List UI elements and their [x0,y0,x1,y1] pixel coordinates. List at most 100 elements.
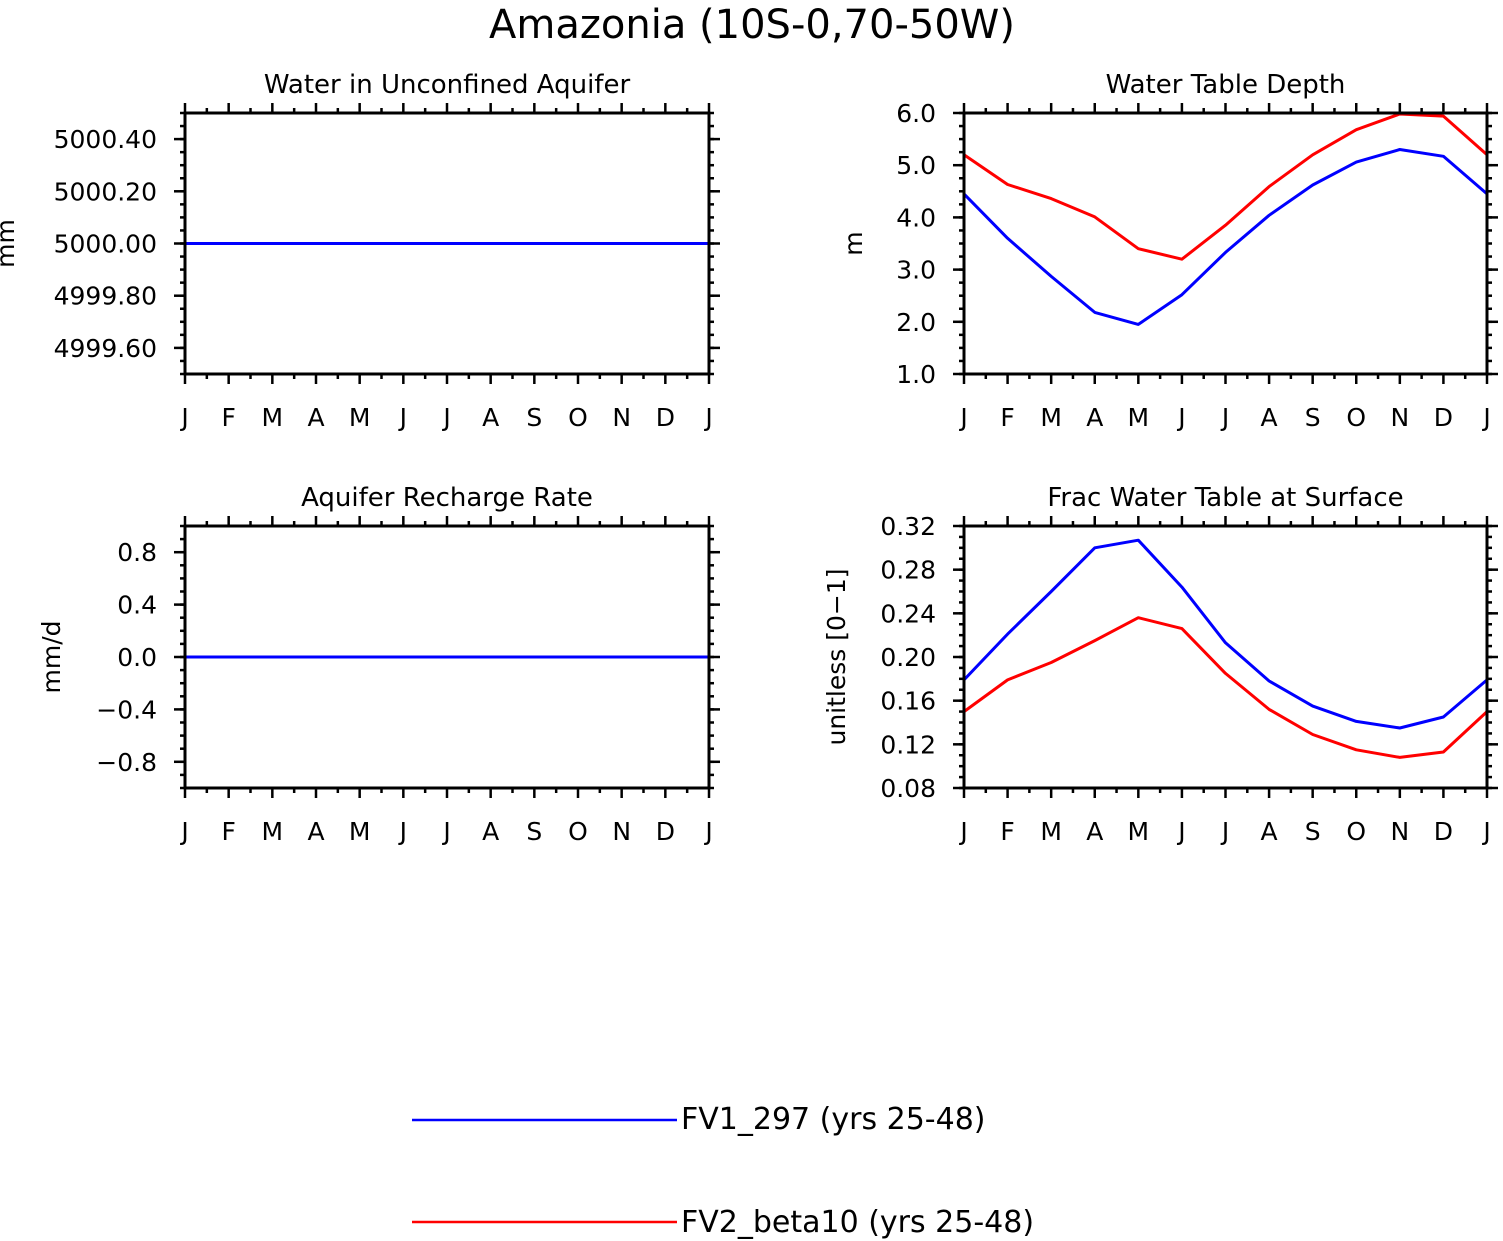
panel-title: Frac Water Table at Surface [1047,483,1403,513]
x-tick-label: J [441,403,450,432]
x-tick-label: D [1434,817,1453,846]
y-tick-label: 5000.00 [54,230,157,259]
x-tick-label: J [1481,817,1490,846]
x-tick-label: O [1346,403,1366,432]
series-line-fv2-beta10 [963,616,1489,759]
x-tick-label: M [1040,817,1062,846]
y-tick-label: 2.0 [896,308,936,337]
panel-title: Water in Unconfined Aquifer [264,70,631,100]
legend-label-fv1-297: FV1_297 (yrs 25-48) [681,1102,986,1137]
y-tick-label: −0.4 [96,695,157,724]
series-line-fv2-beta10 [963,112,1488,261]
main-title: Amazonia (10S-0,70-50W) [489,2,1015,48]
x-tick-label: F [221,403,235,432]
y-axis-label: mm/d [37,621,66,694]
x-tick-label: S [526,817,542,846]
legend: FV1_297 (yrs 25-48) FV2_beta10 (yrs 25-4… [412,1102,1034,1240]
y-tick-label: 0.12 [880,730,936,759]
x-tick-label: J [703,403,712,432]
y-axis-label: mm [0,219,20,268]
x-tick-label: D [656,403,675,432]
x-tick-label: F [1000,403,1014,432]
y-tick-label: 5000.40 [54,125,157,154]
x-tick-label: J [1481,403,1490,432]
y-tick-label: 6.0 [896,99,936,128]
x-tick-label: M [1040,403,1062,432]
x-tick-label: M [1128,817,1150,846]
x-tick-label: J [179,817,188,846]
panel-title: Aquifer Recharge Rate [301,483,593,513]
x-tick-label: A [1261,403,1278,432]
x-tick-label: A [482,817,499,846]
y-axis-label: unitless [0−1] [822,568,851,745]
x-tick-label: N [612,817,631,846]
y-tick-label: 4999.60 [54,334,157,363]
x-tick-label: J [958,403,967,432]
x-tick-label: D [656,817,675,846]
x-tick-label: J [179,403,188,432]
x-tick-label: J [1220,403,1229,432]
y-tick-label: 0.28 [880,556,936,585]
x-tick-label: A [482,403,499,432]
y-tick-label: 0.32 [880,512,936,541]
series-line-fv1-297 [962,538,1488,730]
x-tick-label: J [958,817,967,846]
x-tick-label: S [526,403,542,432]
x-tick-label: J [1220,817,1229,846]
y-tick-label: 5000.20 [54,177,157,206]
x-tick-label: F [221,817,235,846]
y-tick-label: 0.16 [880,687,936,716]
x-tick-label: N [1390,403,1409,432]
x-tick-label: A [1261,817,1278,846]
x-tick-label: J [1176,817,1185,846]
plot-frame [183,111,711,376]
series-line-fv1-297 [962,148,1488,326]
y-tick-label: 0.24 [880,599,936,628]
y-tick-label: 0.4 [117,591,157,620]
x-tick-label: J [1176,403,1185,432]
x-tick-label: J [703,817,712,846]
y-tick-label: 0.8 [117,538,157,567]
panel-frac-water-table-at-surface: Frac Water Table at Surface unitless [0−1… [822,483,1498,846]
x-tick-label: M [1128,403,1150,432]
x-tick-label: O [1346,817,1366,846]
x-tick-label: A [307,403,324,432]
plot-frame [962,111,1489,376]
x-tick-label: O [568,817,588,846]
panel-title: Water Table Depth [1106,70,1346,100]
x-tick-label: M [262,817,284,846]
legend-label-fv2-beta10: FV2_beta10 (yrs 25-48) [681,1205,1034,1240]
x-tick-label: M [262,403,284,432]
x-tick-label: M [349,817,371,846]
x-tick-label: J [398,403,407,432]
x-tick-label: A [1086,817,1103,846]
x-tick-label: S [1305,403,1321,432]
y-tick-label: 4999.80 [54,282,157,311]
y-axis-label: m [839,231,868,255]
x-tick-label: S [1305,817,1321,846]
y-tick-label: 0.08 [880,774,936,803]
y-tick-label: 0.20 [880,643,936,672]
x-tick-label: M [349,403,371,432]
y-tick-label: −0.8 [96,748,157,777]
x-tick-label: D [1434,403,1453,432]
x-tick-label: N [1390,817,1409,846]
plot-frame [183,524,711,790]
x-tick-label: J [441,817,450,846]
x-tick-label: A [307,817,324,846]
x-tick-label: O [568,403,588,432]
y-tick-label: 0.0 [117,643,157,672]
plot-frame [962,524,1489,790]
y-tick-label: 3.0 [896,256,936,285]
y-tick-label: 1.0 [896,360,936,389]
y-tick-label: 4.0 [896,203,936,232]
x-tick-label: A [1086,403,1103,432]
x-tick-label: N [612,403,631,432]
x-tick-label: F [1000,817,1014,846]
y-tick-label: 5.0 [896,151,936,180]
x-tick-label: J [398,817,407,846]
